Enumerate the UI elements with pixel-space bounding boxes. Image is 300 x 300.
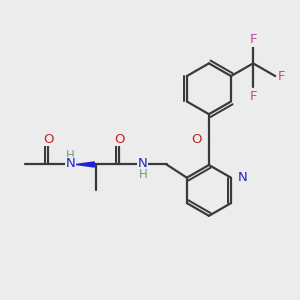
Text: F: F [278,70,285,83]
Text: N: N [138,157,148,170]
Text: F: F [249,33,257,46]
Text: H: H [66,149,75,162]
Text: N: N [66,157,76,170]
Text: H: H [139,168,147,181]
Text: O: O [191,133,202,146]
Text: O: O [43,133,54,146]
Text: O: O [114,133,124,146]
Polygon shape [76,162,94,167]
Text: F: F [249,90,257,103]
Text: N: N [238,171,248,184]
